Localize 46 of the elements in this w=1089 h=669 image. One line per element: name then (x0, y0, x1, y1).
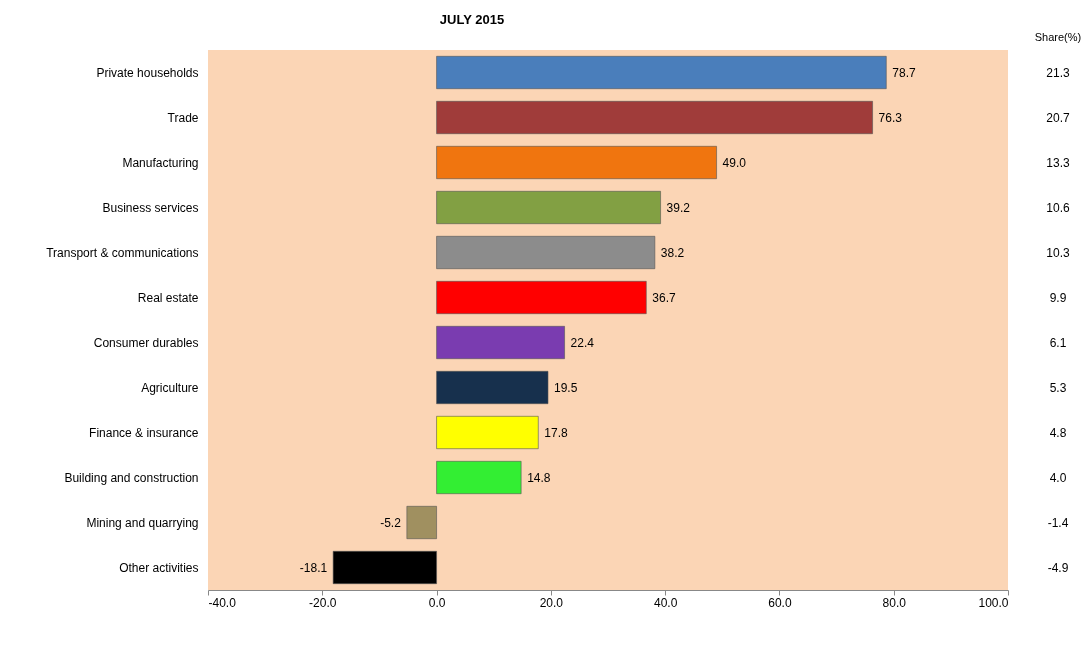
text: 9.9 (1049, 290, 1067, 305)
data-label: 36.7 (652, 290, 676, 305)
data-label: 49.0 (722, 155, 747, 170)
x-tick-label: 20.0 (539, 595, 564, 610)
y-tick-label: Manufacturing (122, 155, 199, 170)
text: 20.7 (1046, 110, 1070, 125)
data-label: 76.3 (878, 110, 903, 125)
text: -4.9 (1047, 560, 1069, 575)
data-label: 39.2 (666, 200, 691, 215)
text: 13.3 (1046, 155, 1070, 170)
y-tick-label: Finance & insurance (89, 425, 199, 440)
text: 21.3 (1046, 65, 1070, 80)
x-tick-label: 0.0 (428, 595, 446, 610)
data-label: 19.5 (554, 380, 578, 395)
x-tick-label: 60.0 (768, 595, 792, 610)
y-tick-label: Transport & communications (46, 245, 199, 260)
data-label: -18.1 (299, 560, 328, 575)
text: 10.3 (1046, 245, 1070, 260)
text: 4.8 (1049, 425, 1067, 440)
data-label: 22.4 (570, 335, 595, 350)
y-tick-label: Building and construction (64, 470, 199, 485)
y-tick-label: Private households (96, 65, 199, 80)
chart-title: JULY 2015 (439, 12, 505, 27)
x-tick-label: 80.0 (882, 595, 907, 610)
data-label: 78.7 (892, 65, 916, 80)
data-label: 14.8 (527, 470, 551, 485)
y-tick-label: Other activities (119, 560, 199, 575)
x-tick-label: 40.0 (653, 595, 678, 610)
text: 6.1 (1049, 335, 1067, 350)
y-tick-label: Real estate (137, 290, 199, 305)
data-label: 17.8 (544, 425, 568, 440)
x-tick-label: -20.0 (309, 595, 337, 610)
text: 5.3 (1049, 380, 1067, 395)
y-tick-label: Agriculture (141, 380, 199, 395)
data-label: 38.2 (660, 245, 685, 260)
x-tick-label: -40.0 (208, 595, 237, 610)
x-tick-label: 100.0 (978, 595, 1009, 610)
text: Share(%) (1034, 31, 1082, 43)
data-label: -5.2 (380, 515, 402, 530)
y-tick-label: Trade (167, 110, 199, 125)
y-tick-label: Consumer durables (93, 335, 199, 350)
text: -1.4 (1047, 515, 1069, 530)
y-tick-label: Mining and quarrying (86, 515, 199, 530)
text: 4.0 (1049, 470, 1067, 485)
y-tick-label: Business services (102, 200, 199, 215)
text: 10.6 (1046, 200, 1070, 215)
